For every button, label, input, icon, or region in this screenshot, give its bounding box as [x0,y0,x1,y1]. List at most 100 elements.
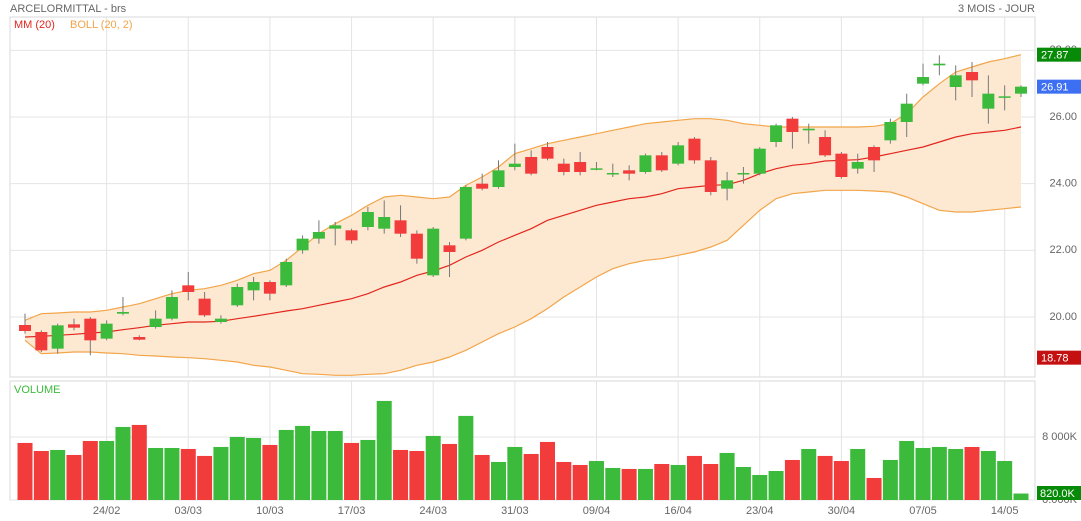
y-tick-label: 26.00 [1049,111,1077,123]
volume-bar [213,446,229,500]
volume-bar [784,459,800,500]
volume-bar [703,463,719,500]
candle-body [231,287,244,306]
boll-lower [24,189,1022,376]
volume-bar [197,455,213,500]
candle-body [443,245,456,252]
volume-bar [458,415,474,500]
candle-body [933,63,946,66]
volume-bar [66,454,82,500]
candle-body [1015,86,1027,94]
candle-body [296,238,309,251]
volume-bar [131,424,147,500]
volume-bar [523,453,539,500]
candle-body [590,168,603,170]
volume-bar [327,430,343,500]
candle-body [149,318,162,327]
candle-body [427,228,440,276]
x-tick-label: 17/03 [338,505,366,517]
y-tick-label: 20.00 [1049,311,1077,323]
volume-bar [621,468,637,500]
candle-body [721,180,734,189]
price-badge [1037,350,1081,365]
candle-body [802,128,815,131]
volume-bar [1013,493,1029,500]
candle-body [704,160,717,192]
volume-bar [719,452,735,500]
volume-bar [686,455,702,500]
volume-bar [801,448,817,500]
candle-body [655,155,668,171]
band-fill [25,54,1021,376]
candle-body [851,162,864,169]
candle-body [51,325,64,349]
volume-bar [246,437,262,500]
volume-bar [882,459,898,500]
volume-bar [637,468,653,500]
candle-body [525,157,538,174]
legend-entry: MM (20) [14,19,55,31]
volume-bar [817,455,833,500]
y-tick-label: 22.00 [1049,244,1077,256]
volume-bar [539,441,555,500]
candle-body [819,137,832,156]
period-label: 3 MOIS - JOUR [958,3,1035,15]
volume-bar [344,442,360,500]
price-frame [9,16,1036,378]
volume-bar [311,430,327,500]
candle-body [329,225,342,229]
x-tick-label: 30/04 [828,505,856,517]
volume-bar [295,425,311,500]
candle-body [639,155,652,172]
volume-bar [17,442,33,500]
candle-body [835,153,848,177]
candle-body [737,173,750,175]
candle-body [19,325,31,331]
candle-body [492,170,505,187]
candle-body [361,212,374,227]
candle-body [263,282,276,294]
candle-body [786,118,799,132]
volume-bar [409,450,425,500]
volume-bar [474,454,490,500]
volume-bar [654,463,670,500]
volume-bar [82,440,98,500]
volume-tick-label: 8 000K [1042,431,1078,443]
x-tick-label: 31/03 [501,505,529,517]
candle-body [312,232,325,239]
volume-bar [393,449,409,500]
candle-body [410,233,423,259]
x-tick-label: 07/05 [909,505,937,517]
volume-bar [850,448,866,500]
legend-entry: BOLL (20, 2) [70,19,133,31]
volume-bar [360,439,376,500]
candle-body [949,75,962,87]
candle-body [280,262,293,286]
volume-bar [768,470,784,500]
price-badge-label: 26.91 [1041,82,1069,94]
candle-body [672,145,685,164]
candle-body [476,183,489,189]
volume-bar [588,460,604,500]
candle-body [753,148,766,174]
volume-bar [980,450,996,500]
volume-bar [670,464,686,500]
volume-bar [229,436,245,500]
volume-bar [735,466,751,500]
candle-body [966,72,979,81]
x-tick-label: 16/04 [664,505,692,517]
x-tick-label: 24/02 [93,505,121,517]
candle-body [198,298,211,316]
volume-bar [752,474,768,500]
candle-body [982,93,995,109]
candle-body [688,138,701,161]
candle-body [214,318,227,322]
candle-body [998,96,1011,98]
candle-body [574,162,587,172]
candle-body [623,170,636,174]
candle-body [917,77,930,84]
x-tick-label: 14/05 [991,505,1019,517]
volume-bar [164,447,180,500]
volume-bar [115,426,131,500]
candle-body [606,173,619,175]
